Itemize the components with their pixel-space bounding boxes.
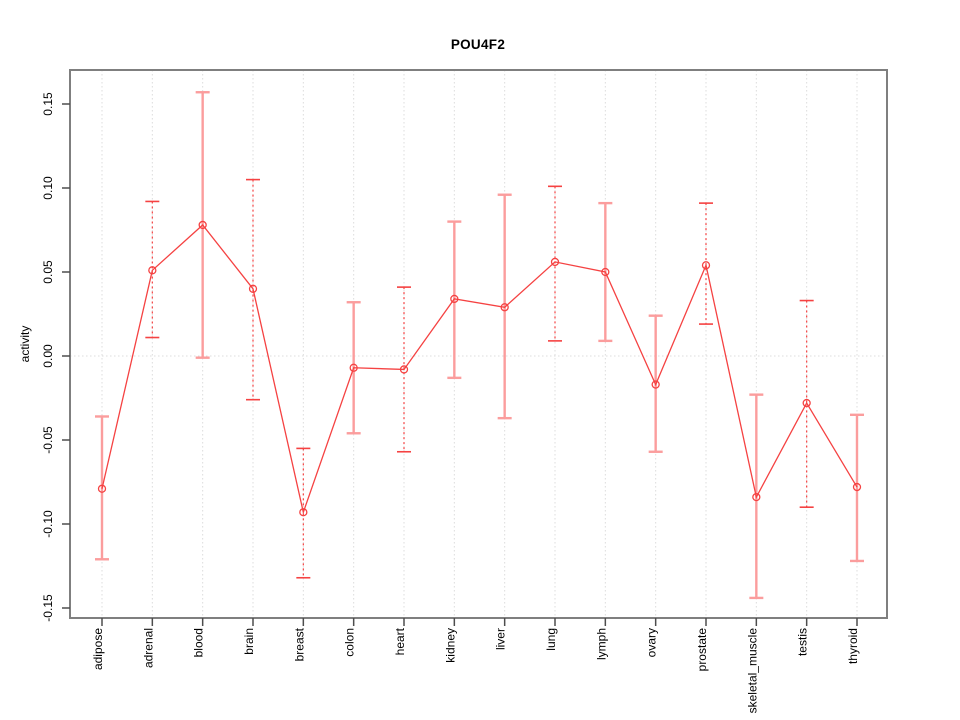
y-tick-label: 0.10 — [41, 176, 55, 200]
data-point-adipose — [97, 484, 107, 493]
y-tick-label: -0.05 — [41, 426, 55, 454]
x-tick-label-colon: colon — [343, 628, 357, 657]
y-tick-label: -0.15 — [41, 594, 55, 622]
plot-border — [69, 69, 888, 619]
chart-title: POU4F2 — [450, 37, 506, 52]
data-point-ovary — [651, 380, 660, 389]
x-tick-label-liver: liver — [494, 628, 508, 650]
data-point-skeletal_muscle — [752, 492, 761, 502]
x-tick-label-testis: testis — [796, 628, 810, 656]
x-tick-label-lung: lung — [544, 628, 558, 651]
data-point-breast — [299, 508, 308, 517]
x-tick-label-breast: breast — [292, 627, 306, 661]
data-point-blood — [198, 220, 207, 230]
y-tick-label: 0.15 — [41, 92, 55, 116]
series-line — [101, 224, 858, 515]
data-point-heart — [399, 365, 409, 374]
x-tick-label-skeletal_muscle: skeletal_muscle — [745, 628, 759, 714]
x-tick-label-adrenal: adrenal — [141, 628, 155, 668]
data-point-colon — [349, 363, 358, 372]
data-point-adrenal — [148, 266, 157, 275]
data-point-lung — [550, 257, 560, 267]
y-tick-label: 0.05 — [41, 260, 55, 284]
x-tick-label-thyroid: thyroid — [846, 628, 860, 664]
data-point-lymph — [601, 267, 610, 277]
x-tick-label-brain: brain — [242, 628, 256, 655]
x-tick-label-lymph: lymph — [594, 628, 608, 660]
x-tick-label-kidney: kidney — [443, 628, 457, 663]
data-point-liver — [500, 303, 509, 312]
data-point-prostate — [701, 261, 711, 270]
x-tick-label-ovary: ovary — [645, 628, 659, 657]
x-tick-label-prostate: prostate — [695, 628, 709, 672]
data-point-thyroid — [852, 482, 862, 492]
x-tick-label-heart: heart — [393, 627, 407, 655]
data-point-brain — [248, 284, 258, 293]
x-tick-label-blood: blood — [192, 628, 206, 657]
x-tick-label-adipose: adipose — [91, 628, 105, 670]
y-tick-label: -0.10 — [41, 510, 55, 538]
data-point-kidney — [450, 294, 459, 304]
data-point-testis — [802, 398, 811, 408]
y-tick-label: 0.00 — [41, 344, 55, 368]
